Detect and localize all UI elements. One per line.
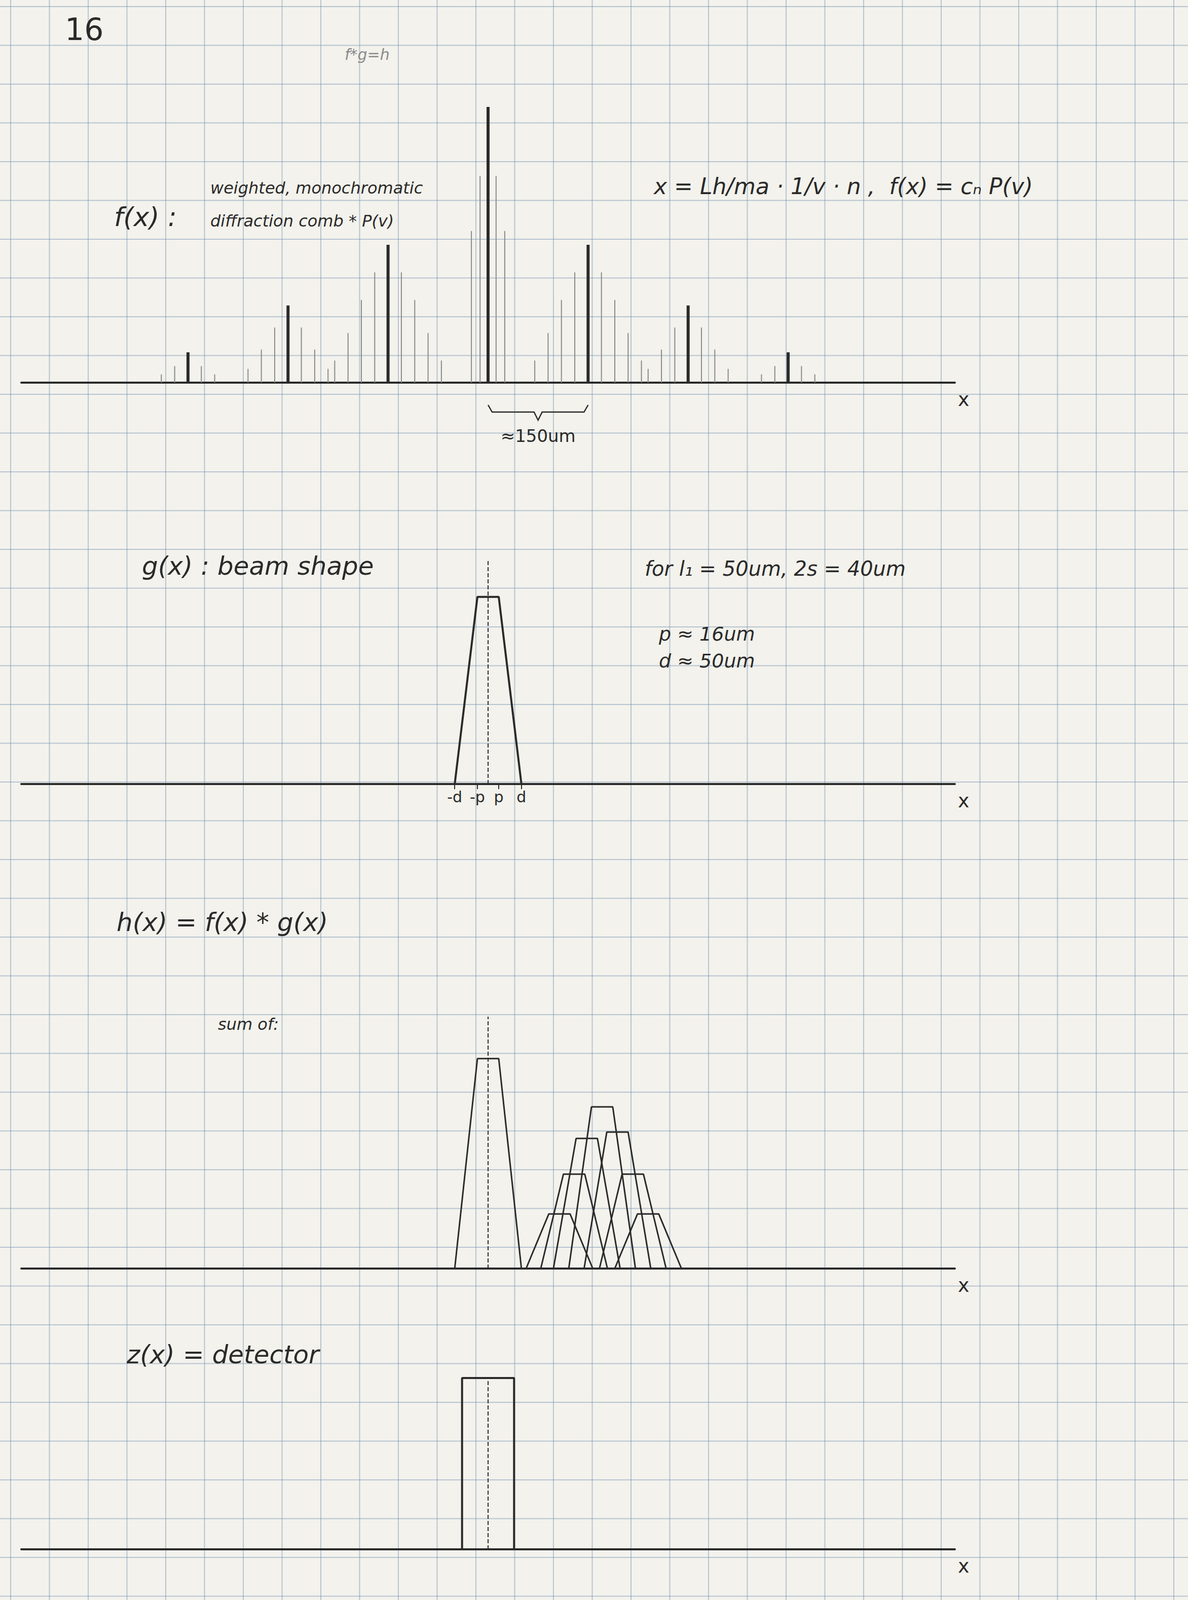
svg-text:p ≈ 16um: p ≈ 16um xyxy=(658,622,756,646)
svg-text:f(x) :: f(x) : xyxy=(114,201,177,233)
svg-text:≈150um: ≈150um xyxy=(500,425,576,447)
svg-text:x: x xyxy=(957,789,970,812)
svg-text:-d: -d xyxy=(447,788,463,806)
svg-text:z(x) = detector: z(x) = detector xyxy=(126,1340,321,1370)
svg-text:g(x) : beam shape: g(x) : beam shape xyxy=(141,551,375,581)
svg-text:diffraction comb * P(v): diffraction comb * P(v) xyxy=(210,211,394,231)
svg-text:p: p xyxy=(494,788,504,806)
svg-text:x = Lh/ma · 1/v · n , f(x) =: x = Lh/ma · 1/v · n , f(x) = cₙ P(v) xyxy=(652,173,1033,200)
svg-text:for l₁ = 50um, 2s = 40um: for l₁ = 50um, 2s = 40um xyxy=(644,557,906,581)
svg-text:-p: -p xyxy=(469,788,486,806)
svg-text:d: d xyxy=(516,788,527,806)
svg-text:f*g=h: f*g=h xyxy=(344,45,390,64)
svg-text:weighted, monochromatic: weighted, monochromatic xyxy=(210,178,424,198)
svg-text:h(x) = f(x) * g(x): h(x) = f(x) * g(x) xyxy=(116,907,328,938)
svg-text:x: x xyxy=(957,1554,970,1578)
svg-text:x: x xyxy=(957,1274,970,1297)
svg-text:x: x xyxy=(957,388,970,411)
svg-text:d ≈ 50um: d ≈ 50um xyxy=(658,649,756,673)
svg-text:sum of:: sum of: xyxy=(217,1014,279,1034)
svg-text:16: 16 xyxy=(64,11,104,48)
